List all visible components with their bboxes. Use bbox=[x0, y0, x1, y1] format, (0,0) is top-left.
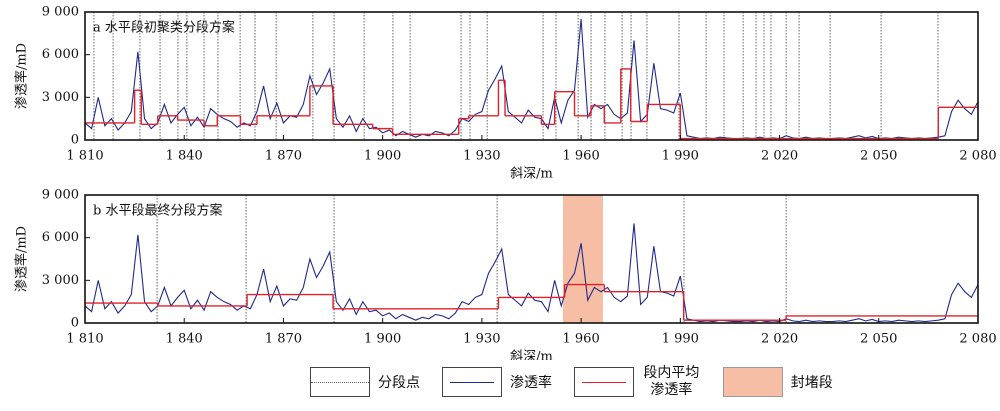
legend-icon bbox=[442, 367, 502, 397]
x-tick-label: 1 840 bbox=[166, 149, 203, 164]
x-tick-label: 1 840 bbox=[166, 332, 203, 347]
legend-label: 渗透率 bbox=[510, 375, 552, 391]
x-tick-label: 2 050 bbox=[860, 149, 897, 164]
permeability-line bbox=[84, 19, 979, 140]
legend-icon bbox=[310, 367, 370, 397]
y-axis-label: 渗透率/mD bbox=[14, 43, 30, 109]
x-axis-label: 斜深/m bbox=[510, 167, 553, 182]
x-tick-label: 2 020 bbox=[761, 332, 798, 347]
y-tick-label: 3 000 bbox=[42, 90, 79, 105]
y-tick-label: 3 000 bbox=[42, 273, 79, 288]
legend-icon bbox=[722, 367, 783, 397]
legend-label: 段内平均渗透率 bbox=[643, 365, 700, 398]
y-tick-label: 0 bbox=[71, 133, 79, 148]
y-axis-label: 渗透率/mD bbox=[14, 226, 30, 292]
legend-item: 分段点 bbox=[310, 367, 420, 397]
x-tick-label: 1 810 bbox=[66, 332, 103, 347]
chart: 0 3 000 6 000 9 000 1 810 1 840 1 870 1 900 1 93… bbox=[14, 5, 997, 361]
x-tick-label: 1 870 bbox=[265, 149, 302, 164]
y-tick-label: 9 000 bbox=[42, 5, 79, 20]
x-tick-label: 1 960 bbox=[563, 332, 600, 347]
x-tick-label: 1 870 bbox=[265, 332, 302, 347]
x-tick-label: 2 050 bbox=[860, 332, 897, 347]
y-tick-label: 6 000 bbox=[42, 47, 79, 62]
permeability-line bbox=[84, 223, 979, 323]
x-axis-label: 斜深/m bbox=[510, 350, 553, 361]
panel-title: b 水平段最终分段方案 bbox=[93, 203, 222, 219]
x-tick-label: 1 930 bbox=[463, 149, 500, 164]
y-tick-label: 0 bbox=[71, 316, 79, 331]
y-tick-label: 9 000 bbox=[42, 188, 79, 203]
plot-frame bbox=[84, 11, 979, 141]
legend-label: 封堵段 bbox=[790, 375, 833, 391]
legend-icon bbox=[574, 367, 634, 397]
legend-item: 渗透率 bbox=[442, 367, 552, 397]
legend: 分段点 渗透率 段内平均渗透率 封堵段 bbox=[310, 365, 833, 399]
x-tick-label: 1 990 bbox=[662, 149, 699, 164]
legend-item: 段内平均渗透率 bbox=[574, 365, 701, 399]
x-tick-label: 2 080 bbox=[959, 149, 996, 164]
x-tick-label: 1 810 bbox=[66, 149, 103, 164]
x-tick-label: 2 020 bbox=[761, 149, 798, 164]
x-tick-label: 1 990 bbox=[662, 332, 699, 347]
x-tick-label: 2 080 bbox=[959, 332, 996, 347]
x-tick-label: 1 930 bbox=[463, 332, 500, 347]
legend-item: 封堵段 bbox=[722, 367, 833, 397]
panel-title: a 水平段初聚类分段方案 bbox=[93, 20, 235, 36]
y-tick-label: 6 000 bbox=[42, 230, 79, 245]
x-tick-label: 1 900 bbox=[364, 332, 401, 347]
plot-frame bbox=[84, 194, 979, 324]
x-tick-label: 1 960 bbox=[563, 149, 600, 164]
legend-label: 分段点 bbox=[378, 375, 420, 391]
x-tick-label: 1 900 bbox=[364, 149, 401, 164]
